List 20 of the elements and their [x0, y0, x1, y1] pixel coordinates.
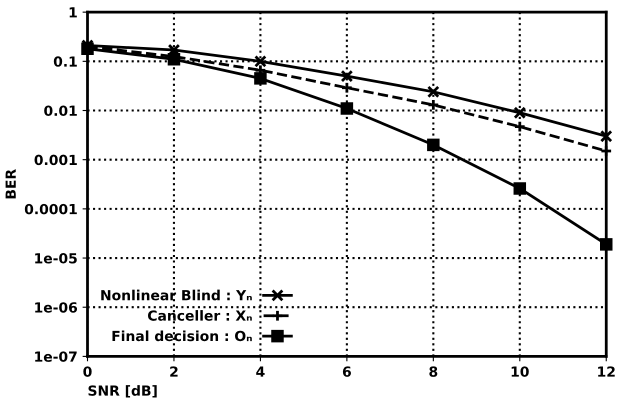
- y-axis-title: BER: [6, 169, 16, 198]
- y-tick-label: 0.0001: [24, 204, 77, 214]
- legend-label: Nonlinear Blind : Yₙ: [101, 290, 252, 300]
- y-tick-label: 1e-06: [35, 302, 78, 313]
- y-tick-label: 1e-05: [35, 253, 77, 264]
- legend-label: Canceller : Xₙ: [148, 310, 252, 321]
- x-tick-label: 4: [256, 366, 265, 377]
- x-tick-label: 0: [83, 366, 92, 377]
- x-tick-label: 2: [170, 366, 178, 377]
- legend-label: Final decision : Oₙ: [112, 330, 252, 342]
- x-tick-label: 12: [598, 366, 615, 377]
- x-axis-title: SNR [dB]: [88, 385, 157, 398]
- y-tick-label: 0.1: [54, 56, 77, 67]
- y-tick-label: 1: [70, 7, 77, 18]
- y-tick-label: 0.001: [34, 154, 77, 166]
- x-tick-label: 6: [342, 366, 351, 377]
- x-tick-label: 8: [429, 366, 438, 377]
- x-tick-label: 10: [512, 366, 529, 377]
- y-tick-label: 1e-07: [35, 351, 77, 362]
- y-tick-label: 0.01: [44, 105, 77, 116]
